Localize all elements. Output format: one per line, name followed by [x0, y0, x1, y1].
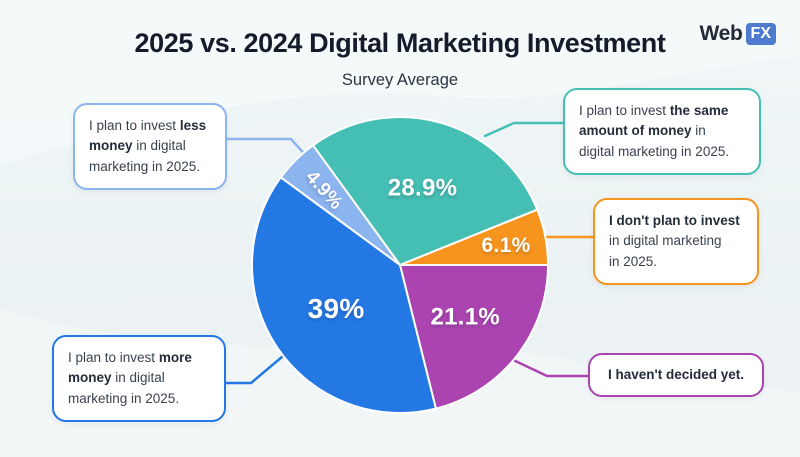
- pie-label-none: 6.1%: [482, 234, 531, 257]
- pie-label-undecided: 21.1%: [431, 304, 501, 331]
- pie-label-same: 28.9%: [388, 174, 458, 201]
- pie-slice-less: [279, 144, 401, 266]
- pie-slice-more: [251, 176, 437, 414]
- page-subtitle: Survey Average: [341, 71, 459, 89]
- connector-same: [483, 121, 565, 138]
- page-title: 2025 vs. 2024 Digital Marketing Investme…: [134, 28, 666, 58]
- callout-undecided: I haven't decided yet.: [588, 353, 764, 398]
- callout-text: I plan to invest less money in digital mar…: [89, 118, 207, 174]
- pie-label-more: 39%: [308, 293, 365, 324]
- callout-text: I plan to invest the same amount of money…: [579, 103, 730, 159]
- callout-text: I plan to invest more money in digital mar…: [68, 350, 192, 406]
- callout-text: I haven't decided yet.: [607, 367, 744, 382]
- callout-same-amount: I plan to invest the same amount of money…: [563, 88, 761, 175]
- logo-badge: FX: [745, 23, 776, 45]
- pie-slice-undecided: [399, 264, 549, 410]
- callout-text: I don't plan to invest in digital marketi…: [609, 213, 740, 269]
- logo-text: Web: [699, 22, 743, 45]
- callout-less-money: I plan to invest less money in digital mar…: [73, 103, 227, 190]
- webfx-logo: Web FX: [699, 22, 776, 46]
- connector-less: [223, 137, 310, 160]
- callout-more-money: I plan to invest more money in digital mar…: [52, 335, 226, 422]
- connector-more: [223, 349, 291, 385]
- bg-wave-top: [0, 0, 800, 165]
- pie-slice-same: [312, 116, 539, 266]
- connector-undecided: [507, 356, 590, 378]
- callout-no-invest: I don't plan to invest in digital marketi…: [593, 198, 759, 285]
- header: 2025 vs. 2024 Digital Marketing Investme…: [0, 0, 800, 90]
